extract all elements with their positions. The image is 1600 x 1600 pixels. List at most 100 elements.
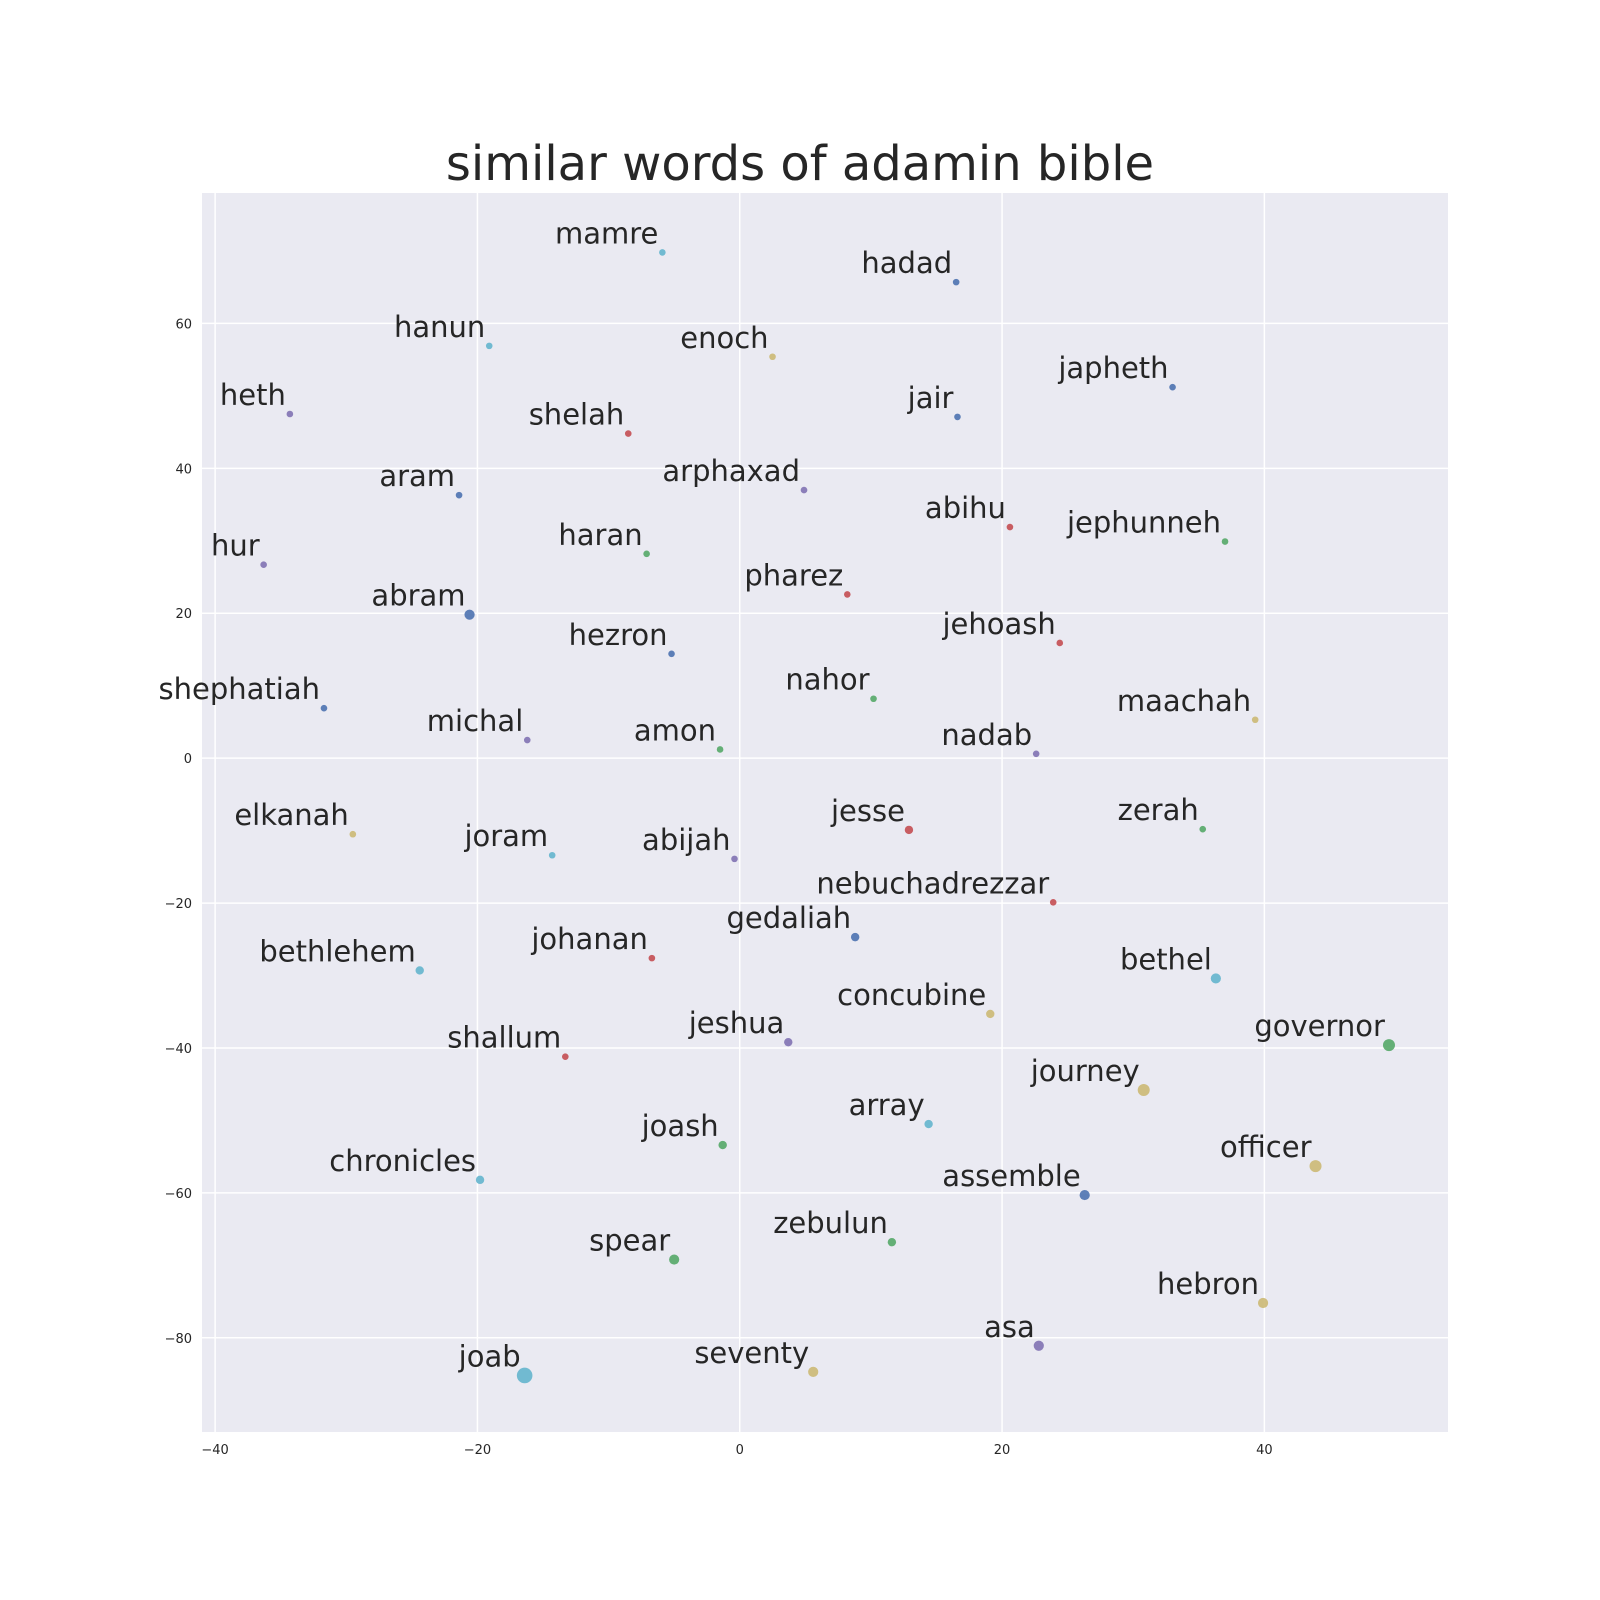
grid-lines (202, 193, 1448, 1432)
label-hebron: hebron (1157, 1267, 1259, 1301)
point-jair (954, 413, 961, 421)
point-amon (716, 746, 724, 753)
label-concubine: concubine (837, 978, 986, 1012)
point-abram (464, 609, 475, 620)
point-maachah (1251, 716, 1259, 724)
point-journey (1137, 1084, 1150, 1097)
y-tick-label: −40 (165, 1042, 192, 1057)
point-asa (1033, 1340, 1044, 1351)
label-nadab: nadab (941, 718, 1032, 752)
point-governor (1382, 1039, 1395, 1052)
point-assemble (1079, 1189, 1090, 1201)
point-jephunneh (1221, 538, 1229, 545)
x-tick-label: 40 (1256, 1443, 1273, 1458)
point-abihu (1006, 523, 1014, 531)
point-pharez (843, 591, 851, 598)
data-points (260, 249, 1395, 1384)
point-zebulun (887, 1237, 897, 1247)
label-journey: journey (1030, 1054, 1140, 1088)
label-nebuchadrezzar: nebuchadrezzar (816, 866, 1049, 900)
point-labels: mamre hadad hanun enoch japheth heth jair shela… (159, 216, 1386, 1373)
point-hezron (668, 650, 675, 658)
label-shallum: shallum (447, 1021, 561, 1055)
point-array (924, 1119, 933, 1129)
label-joab: joab (458, 1339, 521, 1373)
point-johanan (648, 954, 656, 962)
point-hadad (952, 278, 960, 286)
label-gedaliah: gedaliah (726, 901, 851, 935)
label-hur: hur (211, 529, 260, 563)
point-hanun (485, 342, 493, 350)
label-bethel: bethel (1120, 942, 1212, 976)
point-bethlehem (415, 966, 424, 975)
y-tick-label: −20 (165, 897, 192, 912)
point-heth (286, 410, 294, 418)
label-assemble: assemble (942, 1159, 1080, 1193)
label-spear: spear (589, 1224, 670, 1258)
label-nahor: nahor (785, 663, 869, 697)
point-officer (1309, 1160, 1322, 1173)
point-jesse (904, 825, 914, 835)
label-pharez: pharez (744, 558, 843, 592)
label-mamre: mamre (555, 216, 658, 250)
label-zerah: zerah (1118, 793, 1199, 827)
label-hanun: hanun (394, 310, 485, 344)
point-elkanah (349, 830, 357, 838)
label-japheth: japheth (1057, 351, 1168, 385)
point-aram (455, 491, 463, 499)
point-shelah (624, 430, 632, 437)
label-maachah: maachah (1117, 684, 1251, 718)
x-tick-label: −20 (464, 1443, 491, 1458)
label-abram: abram (371, 579, 465, 613)
label-abijah: abijah (642, 823, 730, 857)
y-tick-label: 20 (175, 607, 192, 622)
plot-area (202, 193, 1448, 1432)
axis-ticks: −40 −20 0 20 40 60 40 20 0 −20 −40 −60 −80 (165, 317, 1273, 1458)
label-shephatiah: shephatiah (159, 672, 320, 706)
x-tick-label: 20 (994, 1443, 1011, 1458)
point-haran (643, 550, 650, 558)
point-joram (548, 851, 556, 859)
label-johanan: johanan (530, 922, 647, 956)
point-japheth (1169, 383, 1176, 391)
label-zebulun: zebulun (773, 1206, 888, 1240)
point-concubine (986, 1009, 995, 1019)
label-bethlehem: bethlehem (259, 934, 415, 968)
point-chronicles (475, 1175, 485, 1185)
point-zerah (1199, 825, 1207, 833)
label-jair: jair (907, 381, 954, 415)
label-abihu: abihu (925, 491, 1006, 525)
label-jehoash: jehoash (941, 607, 1055, 641)
point-nebuchadrezzar (1049, 899, 1057, 906)
label-array: array (849, 1088, 925, 1122)
point-joash (718, 1140, 727, 1150)
point-abijah (731, 855, 738, 863)
chart-title: similar words of adamin bible (445, 136, 1155, 192)
label-michal: michal (427, 704, 523, 738)
label-governor: governor (1254, 1009, 1385, 1043)
x-tick-label: −40 (201, 1443, 228, 1458)
label-haran: haran (558, 518, 642, 552)
point-hur (260, 561, 267, 568)
label-jeshua: jeshua (688, 1006, 785, 1040)
label-elkanah: elkanah (234, 798, 349, 832)
label-arphaxad: arphaxad (662, 454, 800, 488)
y-tick-label: −60 (165, 1187, 192, 1202)
label-asa: asa (984, 1310, 1035, 1344)
label-joram: joram (463, 819, 548, 853)
point-nadab (1032, 750, 1040, 758)
point-hebron (1257, 1297, 1269, 1309)
label-hezron: hezron (569, 618, 668, 652)
label-jesse: jesse (830, 794, 905, 828)
label-amon: amon (634, 713, 716, 747)
label-hadad: hadad (861, 246, 952, 280)
point-enoch (769, 353, 776, 361)
point-nahor (870, 695, 877, 703)
point-bethel (1210, 973, 1221, 984)
label-officer: officer (1220, 1130, 1312, 1164)
point-shallum (562, 1053, 569, 1060)
y-tick-label: −80 (165, 1332, 192, 1347)
x-tick-label: 0 (736, 1443, 744, 1458)
point-jehoash (1056, 639, 1064, 647)
